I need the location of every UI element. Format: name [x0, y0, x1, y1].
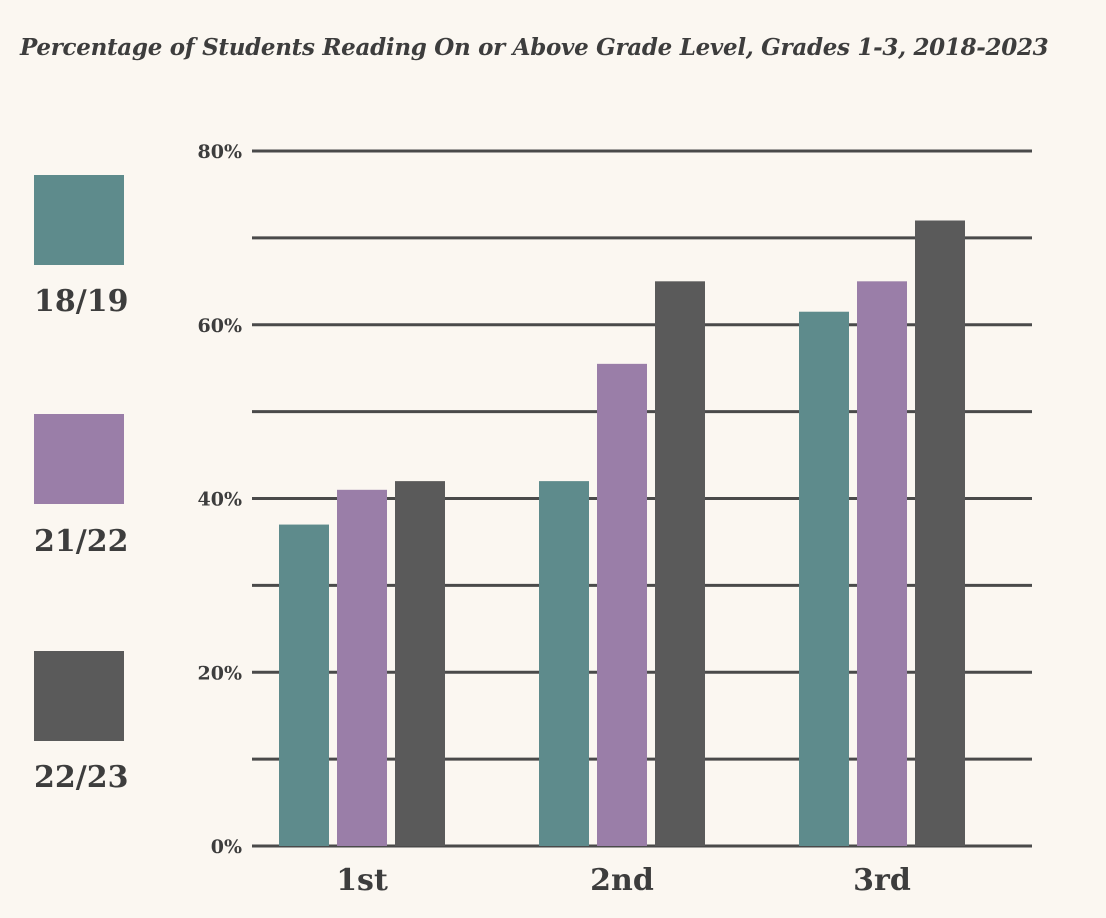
legend-label-22-23: 22/23: [34, 760, 129, 795]
legend-label-18-19: 18/19: [34, 284, 129, 319]
y-tick-label-0: 0%: [211, 836, 242, 858]
legend-swatch-22-23: [34, 651, 124, 741]
x-tick-label-2nd: 2nd: [590, 863, 654, 898]
y-tick-label-60: 60%: [198, 315, 243, 337]
bar-21-22-1st: [337, 489, 387, 846]
legend-swatch-21-22: [34, 414, 124, 504]
bar-18-19-1st: [279, 524, 329, 846]
bar-22-23-1st: [395, 481, 445, 846]
y-tick-label-20: 20%: [198, 662, 243, 684]
bar-21-22-3rd: [857, 281, 907, 846]
y-tick-label-40: 40%: [198, 489, 243, 511]
bar-22-23-3rd: [915, 220, 965, 846]
bar-21-22-2nd: [597, 363, 647, 846]
bar-22-23-2nd: [655, 281, 705, 846]
legend-swatch-18-19: [34, 175, 124, 265]
legend-label-21-22: 21/22: [34, 524, 129, 559]
y-tick-label-80: 80%: [198, 141, 243, 163]
chart-title: Percentage of Students Reading On or Abo…: [20, 34, 1049, 61]
bar-18-19-2nd: [539, 481, 589, 846]
x-tick-label-1st: 1st: [336, 863, 388, 898]
x-tick-label-3rd: 3rd: [853, 863, 911, 898]
bar-18-19-3rd: [799, 311, 849, 846]
